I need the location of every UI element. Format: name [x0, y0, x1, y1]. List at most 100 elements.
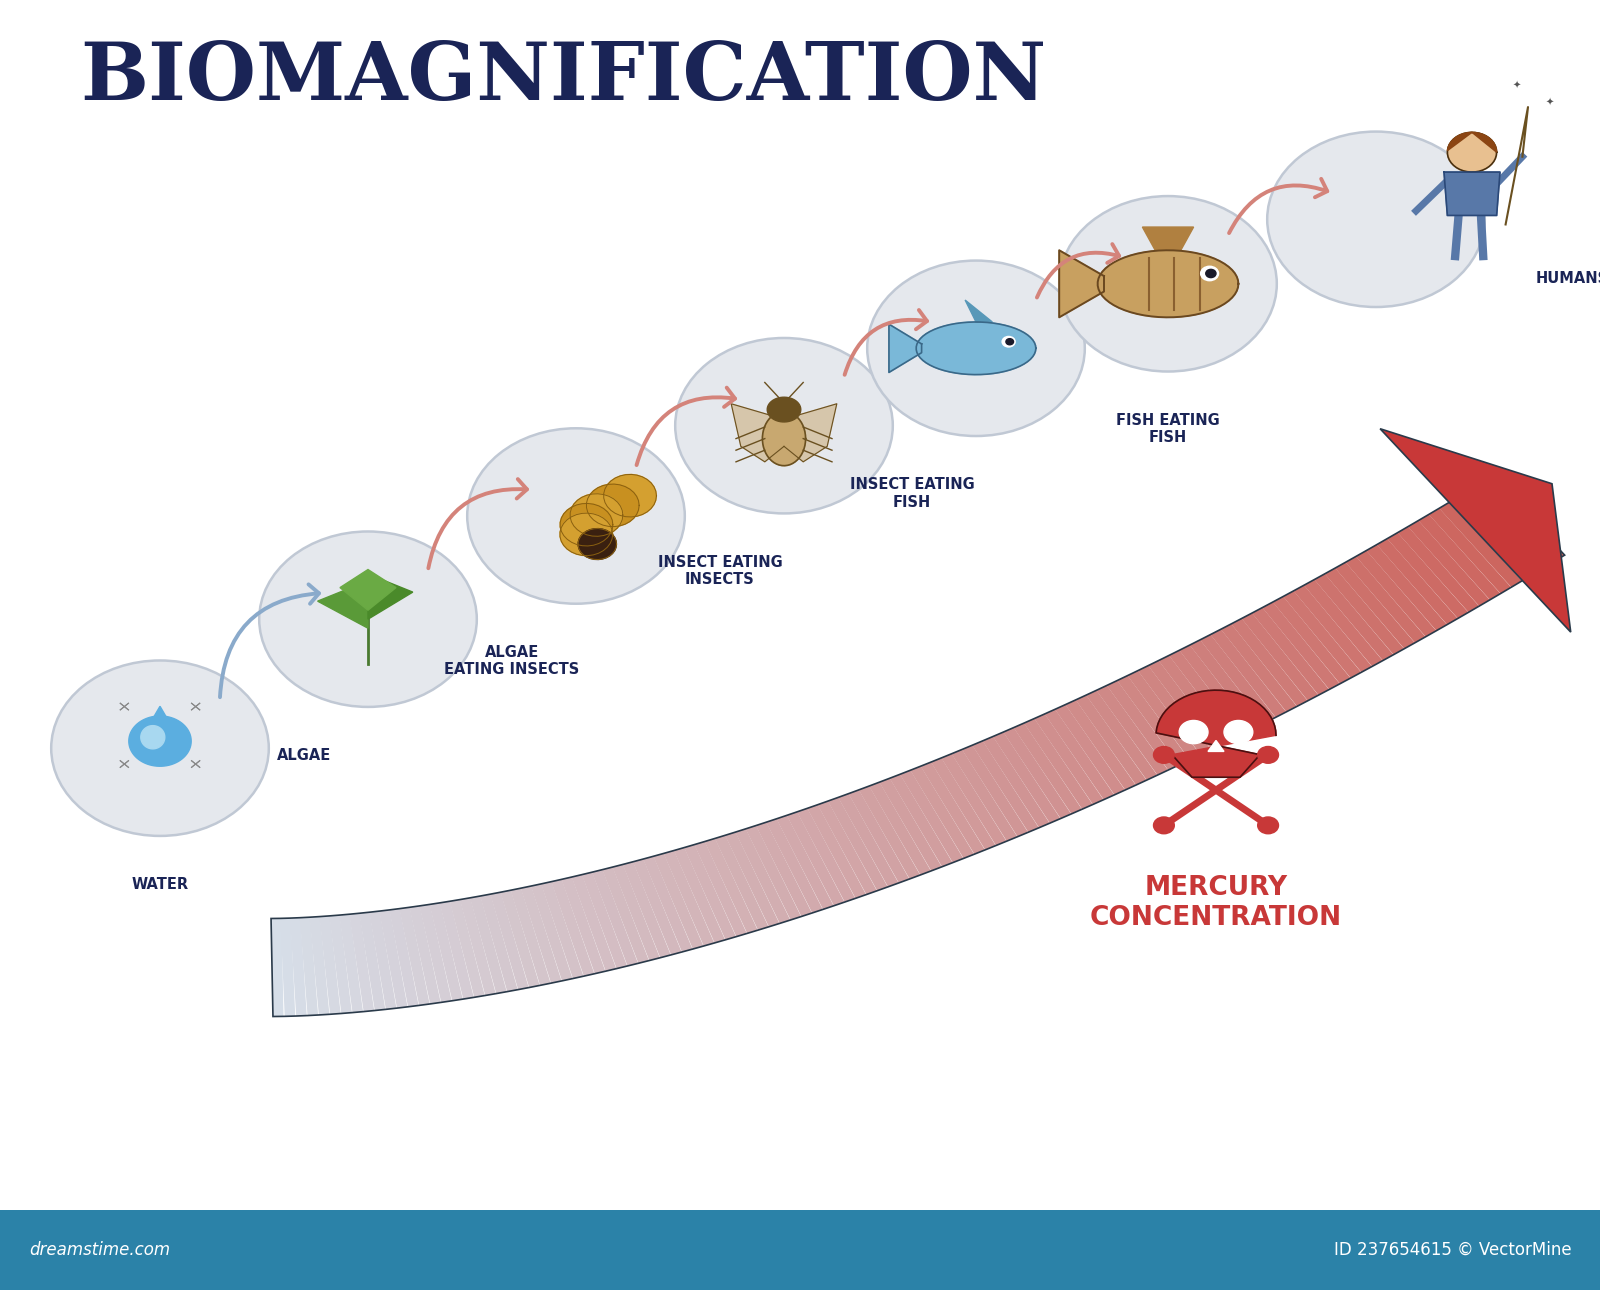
Text: MERCURY
CONCENTRATION: MERCURY CONCENTRATION — [1090, 875, 1342, 931]
Circle shape — [467, 428, 685, 604]
Polygon shape — [784, 404, 837, 462]
Circle shape — [1154, 817, 1174, 833]
Circle shape — [1258, 747, 1278, 764]
Circle shape — [1206, 270, 1216, 277]
Polygon shape — [1408, 520, 1490, 606]
Polygon shape — [1438, 502, 1522, 587]
Polygon shape — [1075, 695, 1147, 786]
Polygon shape — [622, 862, 670, 957]
Polygon shape — [1418, 515, 1501, 600]
Polygon shape — [349, 913, 374, 1011]
Polygon shape — [1470, 484, 1554, 568]
Polygon shape — [531, 884, 573, 980]
Polygon shape — [602, 867, 650, 964]
Polygon shape — [1117, 676, 1189, 765]
Polygon shape — [1283, 591, 1362, 679]
Polygon shape — [776, 815, 834, 909]
Polygon shape — [755, 822, 811, 916]
Polygon shape — [1242, 613, 1318, 700]
Polygon shape — [592, 869, 638, 966]
Polygon shape — [725, 832, 779, 926]
Circle shape — [1154, 747, 1174, 764]
Polygon shape — [410, 906, 440, 1004]
Polygon shape — [1325, 568, 1405, 654]
Circle shape — [675, 338, 893, 513]
Polygon shape — [694, 841, 747, 937]
Polygon shape — [1059, 250, 1104, 317]
Polygon shape — [450, 899, 485, 997]
Polygon shape — [1334, 562, 1414, 649]
Polygon shape — [1013, 724, 1082, 814]
Polygon shape — [1170, 650, 1243, 739]
Polygon shape — [952, 749, 1018, 841]
Polygon shape — [603, 475, 656, 517]
Polygon shape — [1262, 602, 1339, 689]
Polygon shape — [490, 893, 528, 989]
Polygon shape — [1200, 635, 1275, 722]
Circle shape — [1258, 817, 1278, 833]
Polygon shape — [1429, 508, 1510, 593]
Circle shape — [1006, 339, 1013, 344]
Polygon shape — [1096, 685, 1168, 775]
Polygon shape — [1251, 608, 1330, 695]
Polygon shape — [965, 301, 992, 322]
Polygon shape — [1445, 172, 1501, 215]
Text: ALGAE
EATING INSECTS: ALGAE EATING INSECTS — [445, 645, 579, 677]
Polygon shape — [685, 845, 736, 940]
Polygon shape — [1366, 544, 1446, 631]
Polygon shape — [880, 778, 942, 871]
Polygon shape — [141, 726, 165, 748]
Polygon shape — [320, 916, 341, 1014]
Polygon shape — [309, 917, 330, 1015]
Polygon shape — [890, 774, 952, 867]
Polygon shape — [746, 826, 802, 920]
Circle shape — [1179, 720, 1208, 743]
Polygon shape — [582, 872, 627, 969]
Polygon shape — [1190, 640, 1264, 729]
Polygon shape — [541, 881, 584, 979]
Polygon shape — [571, 875, 616, 971]
Polygon shape — [389, 908, 419, 1006]
Polygon shape — [299, 917, 318, 1015]
Polygon shape — [1066, 700, 1136, 789]
Polygon shape — [838, 793, 899, 886]
Polygon shape — [1003, 728, 1072, 819]
Polygon shape — [613, 864, 659, 961]
Polygon shape — [1480, 477, 1565, 561]
Polygon shape — [578, 529, 616, 560]
Polygon shape — [1304, 579, 1382, 667]
Polygon shape — [818, 801, 877, 894]
Polygon shape — [510, 888, 550, 986]
Polygon shape — [1034, 713, 1104, 805]
Polygon shape — [1355, 551, 1437, 637]
Polygon shape — [1459, 489, 1544, 574]
Polygon shape — [562, 877, 605, 974]
Polygon shape — [1346, 556, 1426, 642]
Polygon shape — [141, 707, 179, 739]
Polygon shape — [1293, 586, 1371, 672]
Polygon shape — [480, 894, 518, 992]
FancyArrowPatch shape — [637, 387, 734, 466]
Polygon shape — [440, 902, 474, 998]
Text: ID 237654615 © VectorMine: ID 237654615 © VectorMine — [1333, 1241, 1571, 1259]
Circle shape — [51, 660, 269, 836]
Polygon shape — [664, 850, 714, 946]
Polygon shape — [1381, 428, 1571, 632]
Polygon shape — [1448, 133, 1496, 172]
Polygon shape — [1314, 574, 1394, 660]
Polygon shape — [501, 890, 539, 988]
Polygon shape — [360, 912, 386, 1010]
Polygon shape — [130, 716, 192, 766]
Polygon shape — [917, 322, 1035, 374]
Polygon shape — [869, 782, 931, 875]
Polygon shape — [280, 918, 296, 1017]
Polygon shape — [1211, 630, 1286, 717]
Polygon shape — [400, 907, 430, 1005]
Polygon shape — [419, 904, 451, 1002]
Polygon shape — [1179, 645, 1254, 734]
Polygon shape — [379, 909, 408, 1007]
Polygon shape — [768, 397, 800, 422]
Polygon shape — [1397, 526, 1478, 613]
Polygon shape — [982, 737, 1050, 828]
FancyArrowPatch shape — [1229, 179, 1328, 233]
